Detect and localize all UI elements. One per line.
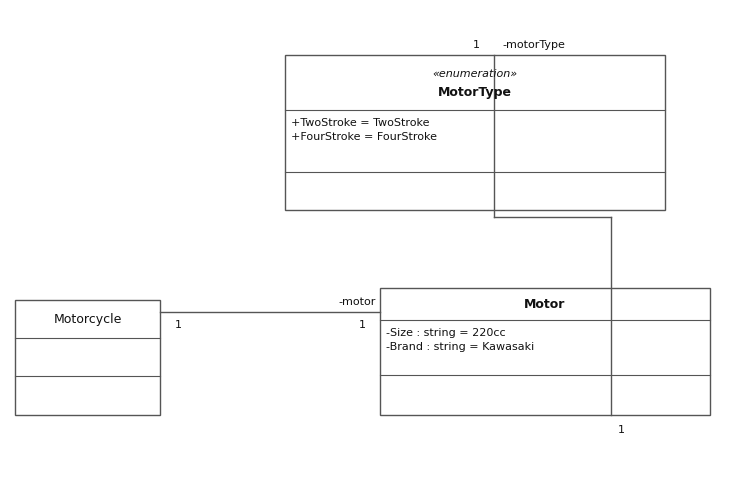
Text: 1: 1	[473, 40, 479, 50]
Text: -motorType: -motorType	[502, 40, 565, 50]
Text: 1: 1	[175, 320, 181, 331]
Text: -motor: -motor	[338, 297, 376, 307]
Text: -Brand : string = Kawasaki: -Brand : string = Kawasaki	[386, 342, 534, 352]
Text: Motorcycle: Motorcycle	[54, 313, 122, 326]
Bar	[285, 55, 665, 210]
Bar	[15, 300, 160, 415]
Text: MotorType: MotorType	[438, 86, 512, 99]
Bar	[380, 288, 710, 415]
Text: 1: 1	[358, 320, 366, 331]
Text: Motor: Motor	[524, 298, 566, 311]
Text: «enumeration»: «enumeration»	[432, 69, 517, 79]
Text: -Size : string = 220cc: -Size : string = 220cc	[386, 328, 506, 338]
Text: +FourStroke = FourStroke: +FourStroke = FourStroke	[291, 132, 437, 142]
Text: +TwoStroke = TwoStroke: +TwoStroke = TwoStroke	[291, 118, 429, 128]
Text: 1: 1	[617, 425, 625, 435]
